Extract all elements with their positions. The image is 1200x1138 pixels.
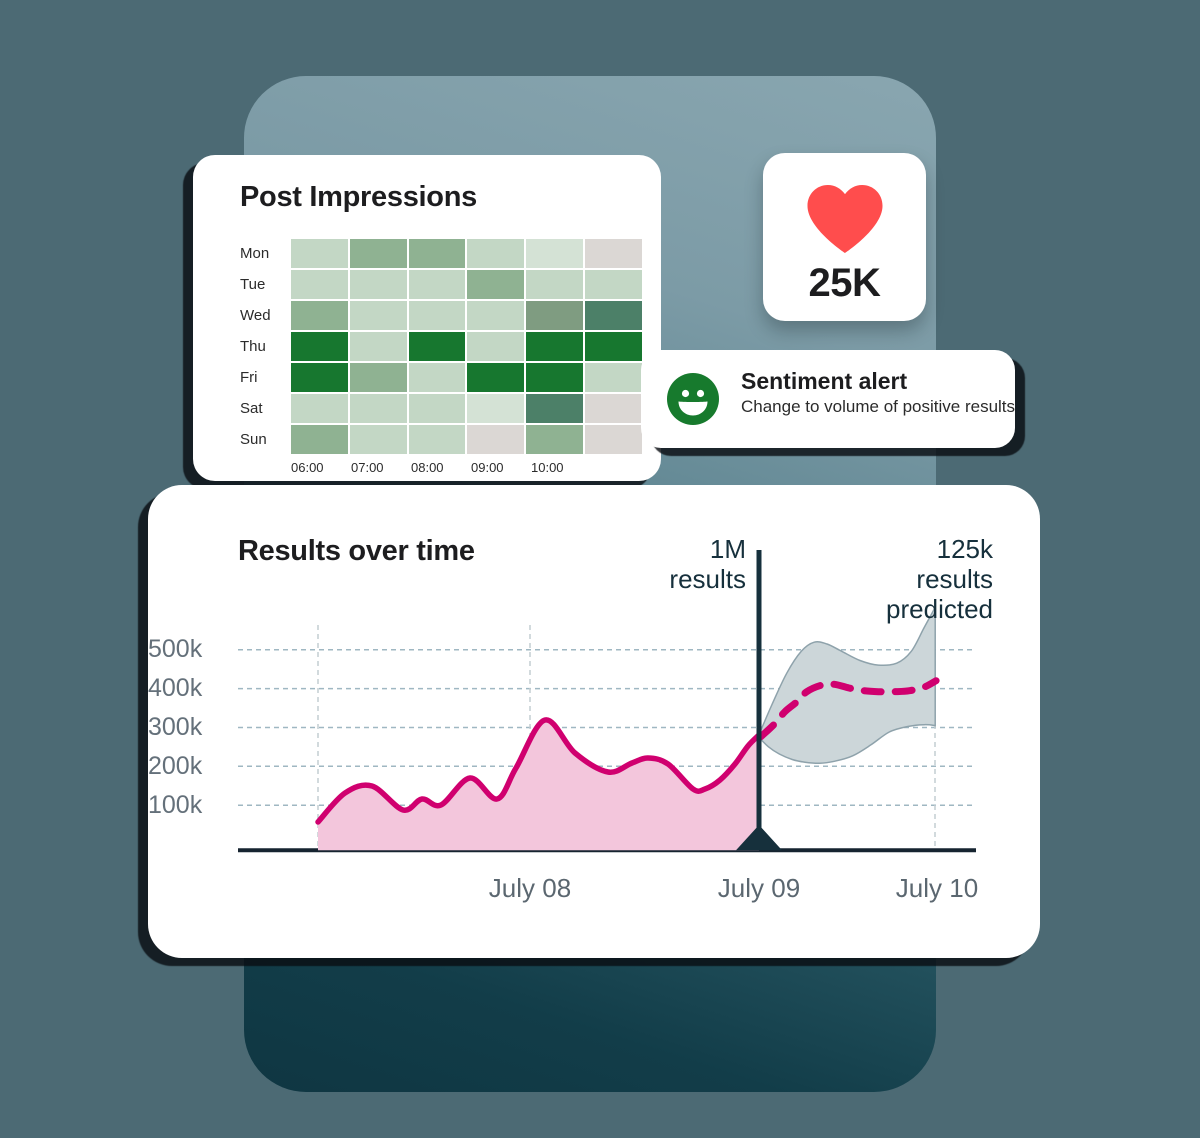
svg-text:125k: 125k bbox=[937, 534, 994, 564]
svg-text:200k: 200k bbox=[148, 752, 203, 780]
svg-text:July 08: July 08 bbox=[489, 873, 571, 903]
svg-text:1M: 1M bbox=[710, 534, 746, 564]
svg-text:predicted: predicted bbox=[886, 594, 993, 624]
svg-text:July 09: July 09 bbox=[718, 873, 800, 903]
svg-text:July 10: July 10 bbox=[896, 873, 978, 903]
svg-text:300k: 300k bbox=[148, 713, 203, 741]
svg-text:100k: 100k bbox=[148, 791, 203, 819]
svg-text:results: results bbox=[916, 564, 993, 594]
svg-text:500k: 500k bbox=[148, 635, 203, 663]
svg-text:results: results bbox=[669, 564, 746, 594]
svg-text:400k: 400k bbox=[148, 674, 203, 702]
